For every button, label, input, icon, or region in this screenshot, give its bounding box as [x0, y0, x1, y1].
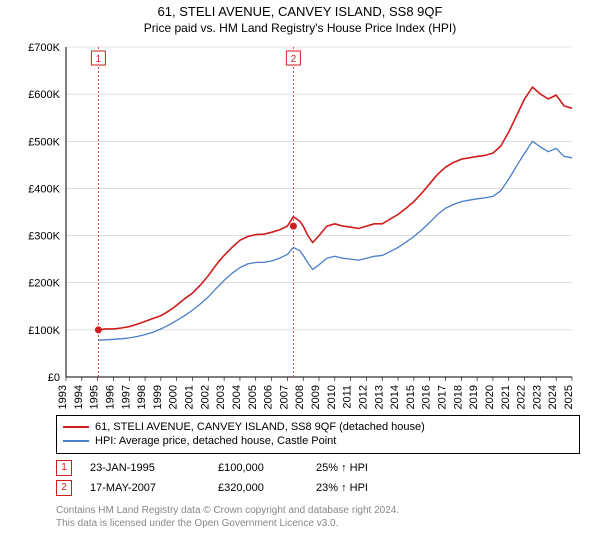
sale-marker: 1: [56, 460, 72, 476]
chart-subtitle: Price paid vs. HM Land Registry's House …: [0, 19, 600, 39]
svg-text:£100K: £100K: [28, 325, 60, 337]
legend-swatch: [63, 440, 89, 442]
sales-list: 1 23-JAN-1995 £100,000 25% ↑ HPI 2 17-MAY-200…: [56, 458, 580, 498]
svg-text:2019: 2019: [468, 385, 480, 409]
svg-text:2010: 2010: [326, 385, 338, 409]
svg-text:1994: 1994: [73, 385, 85, 409]
svg-text:2013: 2013: [373, 385, 385, 409]
svg-text:2020: 2020: [484, 385, 496, 409]
svg-text:2004: 2004: [231, 385, 243, 409]
sale-row: 2 17-MAY-2007 £320,000 23% ↑ HPI: [56, 478, 580, 498]
license-text: Contains HM Land Registry data © Crown c…: [56, 504, 580, 530]
svg-text:£700K: £700K: [28, 42, 60, 54]
sale-note: 25% ↑ HPI: [316, 462, 368, 474]
legend-label: HPI: Average price, detached house, Cast…: [95, 434, 336, 448]
chart-area: £0 £100K £200K £300K £400K £500K £600K £700K 199…: [20, 39, 580, 409]
legend: 61, STELI AVENUE, CANVEY ISLAND, SS8 9QF…: [56, 415, 580, 454]
svg-text:2014: 2014: [389, 385, 401, 409]
sale-note: 23% ↑ HPI: [316, 482, 368, 494]
svg-text:2016: 2016: [421, 385, 433, 409]
sale-marker: 2: [56, 480, 72, 496]
sale-row: 1 23-JAN-1995 £100,000 25% ↑ HPI: [56, 458, 580, 478]
svg-text:2012: 2012: [357, 385, 369, 409]
license-line-2: This data is licensed under the Open Gov…: [56, 517, 580, 530]
svg-text:2024: 2024: [547, 385, 559, 409]
svg-text:2002: 2002: [199, 385, 211, 409]
legend-swatch: [63, 426, 89, 428]
svg-text:2022: 2022: [516, 385, 528, 409]
svg-text:1: 1: [96, 54, 102, 65]
svg-text:2006: 2006: [263, 385, 275, 409]
svg-text:2011: 2011: [342, 385, 354, 409]
legend-item: HPI: Average price, detached house, Cast…: [63, 434, 573, 448]
svg-text:1993: 1993: [57, 385, 69, 409]
svg-text:2025: 2025: [563, 385, 575, 409]
svg-text:2021: 2021: [500, 385, 512, 409]
svg-text:2018: 2018: [452, 385, 464, 409]
sale-date: 23-JAN-1995: [90, 462, 200, 474]
svg-text:£300K: £300K: [28, 231, 60, 243]
sale-price: £320,000: [218, 482, 298, 494]
svg-text:2017: 2017: [437, 385, 449, 409]
svg-text:£400K: £400K: [28, 183, 60, 195]
chart-title: 61, STELI AVENUE, CANVEY ISLAND, SS8 9QF: [0, 0, 600, 19]
svg-text:£0: £0: [48, 372, 60, 384]
legend-label: 61, STELI AVENUE, CANVEY ISLAND, SS8 9QF…: [95, 420, 425, 434]
svg-text:2008: 2008: [294, 385, 306, 409]
sale-price: £100,000: [218, 462, 298, 474]
svg-text:1996: 1996: [104, 385, 116, 409]
svg-text:1998: 1998: [136, 385, 148, 409]
svg-text:2: 2: [291, 54, 297, 65]
license-line-1: Contains HM Land Registry data © Crown c…: [56, 504, 580, 517]
svg-text:2009: 2009: [310, 385, 322, 409]
svg-text:£200K: £200K: [28, 278, 60, 290]
svg-text:1995: 1995: [89, 385, 101, 409]
sale-date: 17-MAY-2007: [90, 482, 200, 494]
svg-text:2003: 2003: [215, 385, 227, 409]
svg-text:2007: 2007: [278, 385, 290, 409]
svg-text:2000: 2000: [168, 385, 180, 409]
svg-text:1997: 1997: [120, 385, 132, 409]
svg-text:2015: 2015: [405, 385, 417, 409]
svg-text:2023: 2023: [531, 385, 543, 409]
svg-text:£600K: £600K: [28, 89, 60, 101]
legend-item: 61, STELI AVENUE, CANVEY ISLAND, SS8 9QF…: [63, 420, 573, 434]
svg-text:2001: 2001: [184, 385, 196, 409]
svg-text:1999: 1999: [152, 385, 164, 409]
svg-text:£500K: £500K: [28, 136, 60, 148]
svg-text:2005: 2005: [247, 385, 259, 409]
line-chart-svg: £0 £100K £200K £300K £400K £500K £600K £700K 199…: [20, 39, 580, 409]
